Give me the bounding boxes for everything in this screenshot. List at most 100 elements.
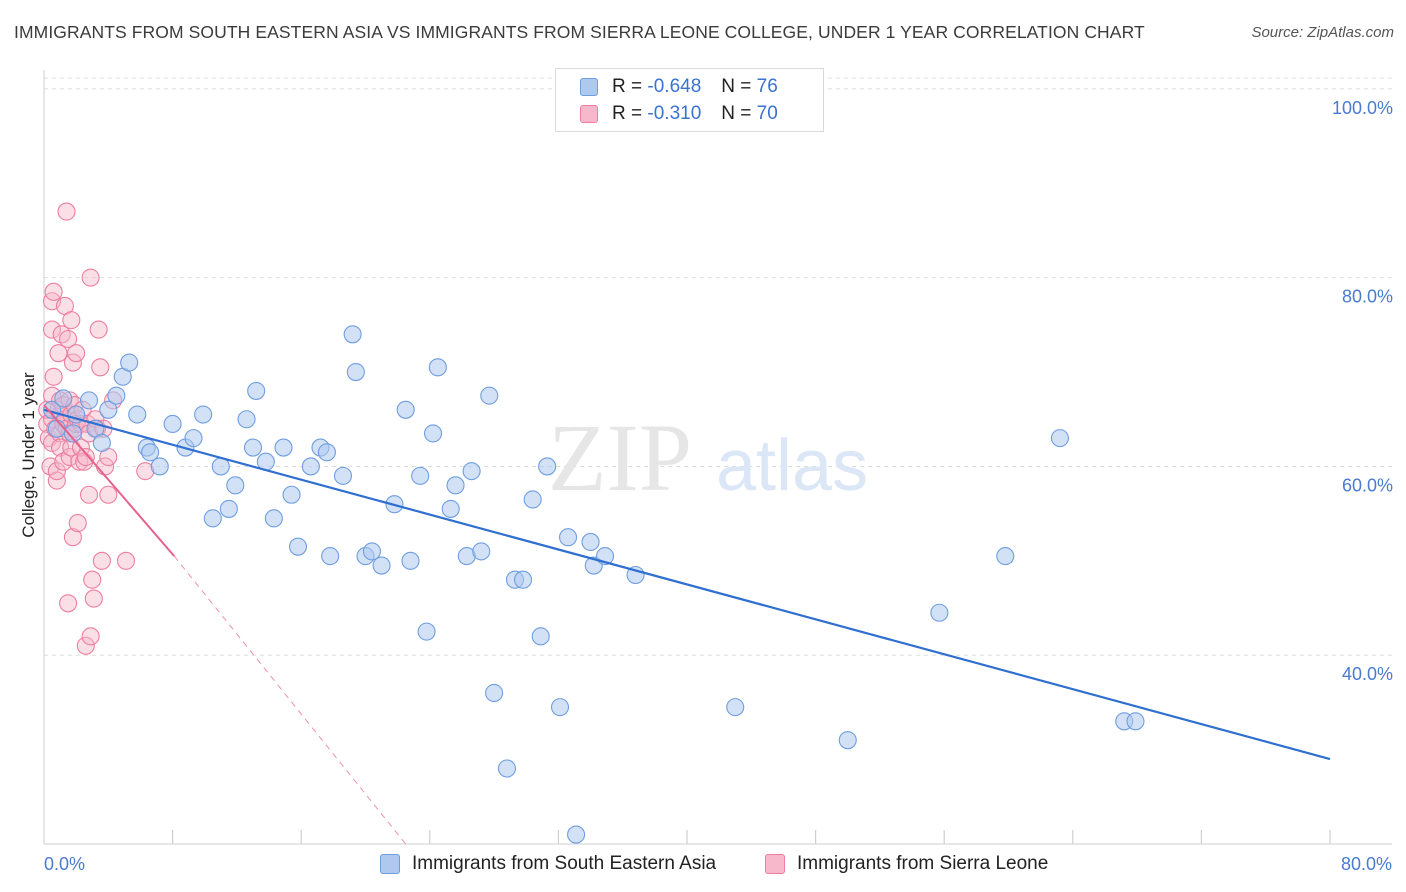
legend-n-label: N = [721,103,752,124]
data-point-south-eastern-asia [243,438,263,457]
data-point-south-eastern-asia [428,358,447,377]
data-point-sierra-leone [76,636,95,655]
y-tick-label: 60.0% [1342,475,1393,495]
bottom-legend-swatch-pink [765,854,785,874]
data-point-south-eastern-asia [362,542,381,561]
legend-r-label: R = [612,103,643,124]
data-point-sierra-leone [68,514,87,533]
data-point-sierra-leone [81,627,100,646]
data-point-sierra-leone [99,485,118,504]
data-point-south-eastern-asia [141,443,160,462]
legend-row-south-eastern-asia: R = -0.648 N = 76 [580,75,778,99]
data-point-sierra-leone [57,202,76,221]
trend-line-south-eastern-asia [43,408,1331,761]
watermark-zip: ZIP [548,404,692,511]
watermark-atlas: atlas [716,426,868,506]
legend-r-label: R = [612,76,643,97]
bottom-legend-sierra-leone: Immigrants from Sierra Leone [765,852,1048,876]
data-point-south-eastern-asia [558,528,578,547]
data-point-sierra-leone [116,551,136,570]
data-point-south-eastern-asia [120,353,139,372]
correlation-legend: R = -0.648 N = 76 R = -0.310 N = 70 [555,68,824,132]
data-point-sierra-leone [63,353,82,372]
data-point-south-eastern-asia [401,551,420,570]
data-point-south-eastern-asia [194,405,213,424]
legend-row-sierra-leone: R = -0.310 N = 70 [580,102,778,126]
y-tick-label: 100.0% [1332,98,1393,118]
bottom-legend-south-eastern-asia: Immigrants from South Eastern Asia [380,852,716,876]
data-point-south-eastern-asia [838,731,857,750]
legend-n-label: N = [721,76,752,97]
data-point-south-eastern-asia [531,627,550,646]
data-point-south-eastern-asia [930,603,949,622]
data-point-south-eastern-asia [423,424,443,443]
data-point-south-eastern-asia [996,547,1015,566]
trend-line-sierra-leone-extension [173,555,407,845]
data-point-sierra-leone [76,447,95,467]
data-point-south-eastern-asia [92,433,111,452]
data-point-south-eastern-asia [396,400,415,419]
data-point-south-eastern-asia [372,556,391,575]
data-point-south-eastern-asia [99,400,118,419]
data-point-south-eastern-asia [226,476,245,495]
data-point-south-eastern-asia [441,499,460,518]
data-point-south-eastern-asia [480,386,499,405]
data-point-south-eastern-asia [523,490,542,509]
data-point-south-eastern-asia [581,532,600,552]
data-point-south-eastern-asia [54,389,73,408]
data-point-south-eastern-asia [163,414,182,434]
data-point-south-eastern-asia [107,386,126,405]
data-point-south-eastern-asia [567,825,586,844]
data-point-sierra-leone [62,311,81,330]
watermark: ZIP atlas [548,404,868,511]
legend-swatch-pink [580,105,598,123]
y-axis-label: College, Under 1 year [19,372,38,538]
bottom-legend-label: Immigrants from Sierra Leone [797,853,1049,874]
data-point-south-eastern-asia [63,424,82,443]
data-point-south-eastern-asia [446,476,465,495]
data-point-south-eastern-asia [128,405,147,424]
data-point-south-eastern-asia [150,457,169,476]
data-point-sierra-leone [47,471,66,490]
data-point-sierra-leone [81,268,100,287]
data-point-south-eastern-asia [472,542,491,561]
data-point-south-eastern-asia [538,457,557,476]
bottom-legend-swatch-blue [380,854,400,874]
data-point-south-eastern-asia [417,622,436,641]
data-point-south-eastern-asia [301,457,320,476]
data-point-south-eastern-asia [282,485,301,504]
data-point-sierra-leone [83,570,102,589]
data-point-sierra-leone [89,320,108,339]
data-point-sierra-leone [63,528,82,547]
data-point-south-eastern-asia [726,698,745,717]
data-point-south-eastern-asia [346,362,365,382]
data-point-sierra-leone [79,485,99,504]
grid-lines [44,77,1392,656]
legend-r-value: -0.310 [647,103,702,124]
data-point-south-eastern-asia [550,698,570,717]
data-point-south-eastern-asia [1050,429,1069,448]
data-point-south-eastern-asia [219,499,238,518]
data-point-south-eastern-asia [264,509,283,528]
data-point-sierra-leone [59,329,78,349]
data-point-sierra-leone [91,358,110,377]
legend-n-value: 76 [756,76,778,97]
series-south-eastern-asia-points [42,325,1145,844]
data-point-sierra-leone [67,344,86,363]
data-point-south-eastern-asia [485,683,504,703]
legend-n-value: 70 [756,103,778,124]
y-tick-label: 80.0% [1342,287,1393,307]
legend-swatch-blue [580,78,598,96]
legend-r-value: -0.648 [647,76,702,97]
data-point-sierra-leone [84,589,103,608]
data-point-sierra-leone [47,462,66,481]
data-point-south-eastern-asia [317,443,336,462]
y-tick-label: 40.0% [1342,664,1393,684]
data-point-sierra-leone [44,282,63,301]
chart-title: IMMIGRANTS FROM SOUTH EASTERN ASIA VS IM… [14,22,1145,42]
data-point-south-eastern-asia [203,509,222,528]
axes [43,70,1392,845]
bottom-legend-label: Immigrants from South Eastern Asia [412,853,717,874]
tick-labels: 40.0% 60.0% 80.0% 100.0% 0.0% 80.0% [44,98,1393,874]
data-point-south-eastern-asia [47,419,66,438]
